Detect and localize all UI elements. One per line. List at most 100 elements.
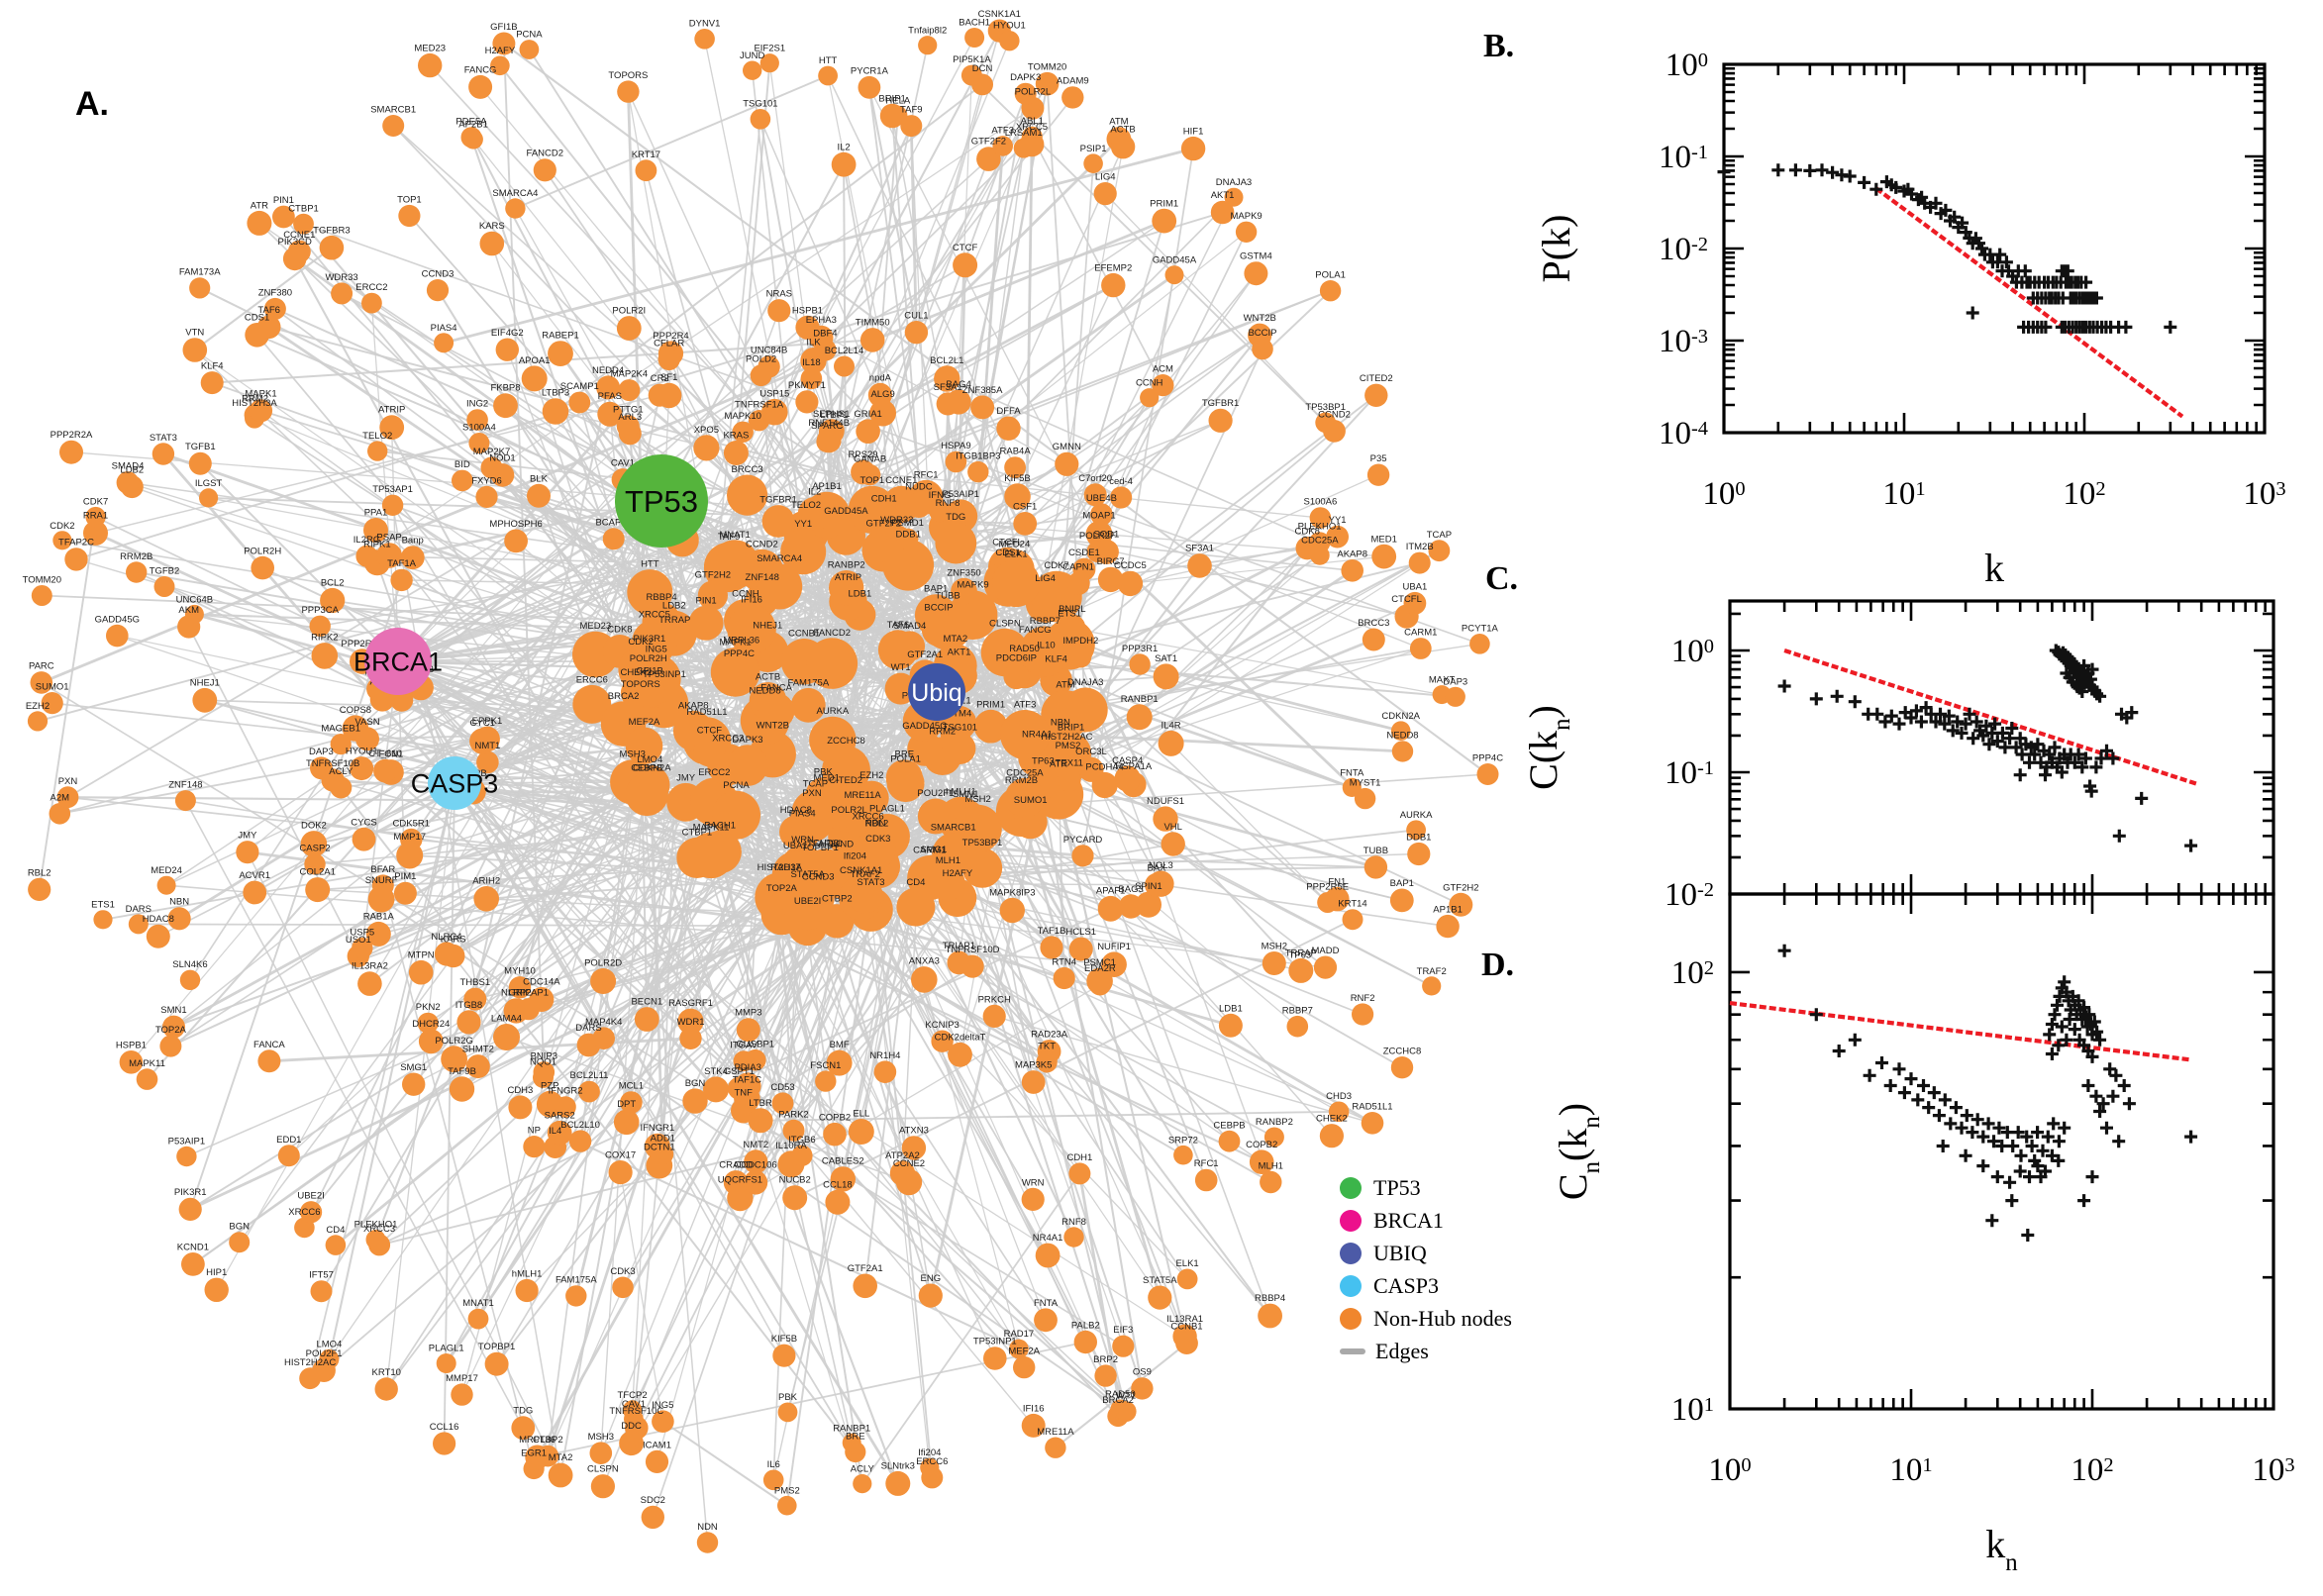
network-edge [947,882,1271,1317]
network-edge [454,782,857,1452]
network-edge [735,671,1161,1298]
gene-node [468,433,490,453]
gene-node [996,416,1021,441]
network-edge [491,243,638,694]
network-edge [884,1071,1047,1321]
gene-node [527,483,551,508]
gene-node [393,881,417,905]
gene-node [311,643,339,669]
gene-node [473,886,500,912]
network-edge [184,800,524,1429]
network-edge [814,272,1257,814]
network-edge [162,452,675,636]
axis-text: 102​ [2063,476,2105,512]
axis-text: 103​ [2252,1452,2294,1488]
network-edge [619,1171,664,1422]
gene-node [1004,456,1026,478]
network-edge [519,904,809,1109]
network-edge [199,462,399,662]
gene-node [727,745,768,786]
network-edge [70,451,1384,557]
network-edge [397,499,662,663]
gene-node [688,605,724,641]
axis-text: 100​ [1702,476,1745,512]
panel-label-b: B. [1483,28,1515,64]
gene-node [727,605,776,654]
network-edge [212,339,873,384]
gene-node [1069,646,1092,668]
axis-text: 102​ [1671,955,1714,991]
network-edge [645,169,763,600]
network-edge [397,660,1275,1139]
axis-text: P(k) [1534,215,1578,283]
gene-node [1059,614,1086,642]
axis-text: 10-2​ [1665,877,1714,913]
network-edge [631,781,899,1484]
network-edge [378,688,863,820]
network-edge [741,419,1222,662]
legend-item-casp3: CASP3 [1340,1269,1512,1302]
legend-item-label: BRCA1 [1373,1207,1444,1233]
network-edge [260,410,596,655]
gene-node [697,580,729,611]
gene-node [712,790,760,840]
network-edge [1104,193,1327,424]
network-edge [446,411,775,954]
network-edge [1066,767,1327,968]
gene-node [855,829,896,870]
legend-item-label: UBIQ [1373,1240,1427,1265]
gene-node [508,976,532,999]
gene-node [896,528,919,550]
network-edge [477,741,708,1320]
network-edge [867,87,940,630]
network-edge [370,303,399,662]
gene-node [797,497,832,531]
gene-node [761,505,795,538]
gene-node [1000,710,1051,759]
panel-label-d: D. [1481,947,1515,983]
node-swatch-icon [1340,1176,1362,1199]
axis-text: C(kn​) [1521,705,1575,790]
network-edge [861,1172,1081,1485]
network-edge [189,579,403,1210]
axis-text: 100​ [1666,48,1708,83]
gene-node [882,539,935,591]
gene-node [693,435,720,461]
network-edge [591,96,1073,705]
network-edge [41,681,1124,1347]
network-edge [600,615,937,1453]
network-edge [863,691,938,1286]
axis-text: 10-1​ [1659,140,1708,175]
legend-item-ubiq: UBIQ [1340,1237,1512,1269]
gene-node [865,503,902,540]
network-edge [673,30,1001,642]
network-edge [547,681,650,1456]
scatter-points [1717,163,2177,334]
scatter-points [1777,944,2198,1242]
gene-node [848,879,882,914]
gene-node [1126,704,1153,731]
network-edge [132,485,402,581]
network-edge [366,107,1034,557]
network-edge [946,377,1320,544]
power-law-fit-line [1874,186,2184,419]
gene-node [627,569,673,616]
axis-text: 10-2​ [1659,232,1708,267]
gene-node [365,921,391,947]
gene-node [596,375,621,400]
network-edge [953,852,1376,868]
network-edge [854,882,1262,1163]
legend-item-label: CASP3 [1373,1272,1440,1298]
panel-d: 100​ 101​ 102​ 103​ 102​ 101​ kn​ Cn​(kn​) [1551,892,2295,1576]
network-edge [847,601,934,1478]
gene-node [1090,503,1113,526]
gene-node [809,716,857,764]
gene-node [710,648,760,697]
network-edge [528,925,808,1010]
network-edge [536,836,889,1458]
gene-node [1135,891,1162,918]
axis-text: 100​ [1708,1452,1751,1488]
network-edge [320,83,1049,1292]
protein-network-graph: TP53INP1P53AIP1KLF4TFAP2CH2AFYSMG1ZCCHC8… [23,9,1503,1553]
